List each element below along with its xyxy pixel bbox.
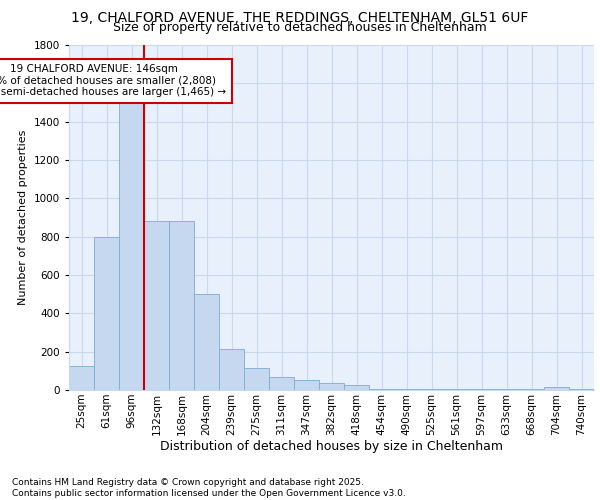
Text: 19, CHALFORD AVENUE, THE REDDINGS, CHELTENHAM, GL51 6UF: 19, CHALFORD AVENUE, THE REDDINGS, CHELT…: [71, 11, 529, 25]
Bar: [444, 389, 469, 390]
Bar: [119, 102, 144, 390]
Bar: [219, 349, 244, 390]
Bar: [269, 376, 294, 390]
Bar: [369, 389, 394, 390]
Text: Size of property relative to detached houses in Cheltenham: Size of property relative to detached ho…: [113, 22, 487, 35]
Bar: [144, 222, 169, 390]
Bar: [419, 389, 444, 390]
Bar: [94, 236, 119, 390]
Bar: [169, 222, 194, 390]
Bar: [469, 389, 494, 390]
Bar: [244, 368, 269, 390]
Bar: [394, 389, 419, 390]
Bar: [319, 384, 344, 390]
Bar: [494, 389, 519, 390]
Bar: [294, 380, 319, 390]
Text: Contains HM Land Registry data © Crown copyright and database right 2025.
Contai: Contains HM Land Registry data © Crown c…: [12, 478, 406, 498]
Bar: [194, 294, 219, 390]
X-axis label: Distribution of detached houses by size in Cheltenham: Distribution of detached houses by size …: [160, 440, 503, 454]
Bar: [69, 366, 94, 390]
Text: 19 CHALFORD AVENUE: 146sqm
← 65% of detached houses are smaller (2,808)
34% of s: 19 CHALFORD AVENUE: 146sqm ← 65% of deta…: [0, 64, 227, 98]
Y-axis label: Number of detached properties: Number of detached properties: [18, 130, 28, 305]
Bar: [344, 385, 369, 390]
Bar: [569, 389, 594, 390]
Bar: [544, 387, 569, 390]
Bar: [519, 389, 544, 390]
